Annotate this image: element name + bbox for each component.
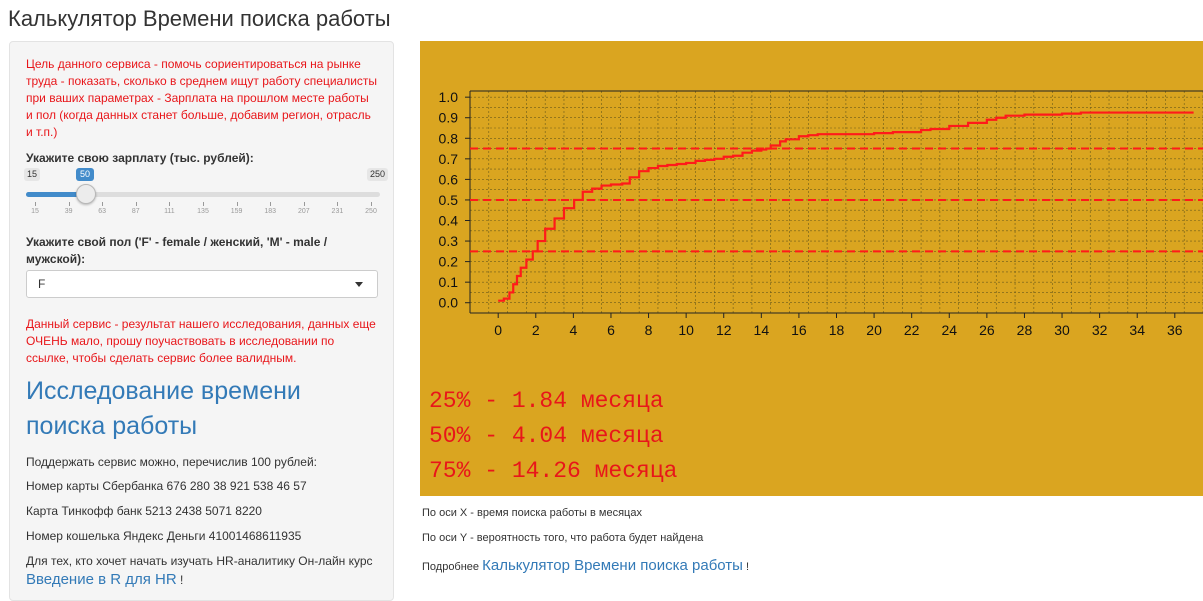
survival-chart: 0.00.10.20.30.40.50.60.70.80.91.00 2 4 6 8 10… <box>439 89 1203 338</box>
slider-tick-label: 15 <box>31 208 39 215</box>
course-suffix: ! <box>180 573 184 587</box>
support-text: Поддержать сервис можно, перечислив 100 … <box>26 455 318 469</box>
x-tick-label: 2 <box>532 322 540 338</box>
slider-min-label: 15 <box>24 168 41 181</box>
result-50: 50% - 4.04 месяца <box>429 423 664 449</box>
x-tick-label: 36 <box>1167 322 1183 338</box>
research-notice: Данный сервис - результат нашего исследо… <box>26 317 376 365</box>
y-tick-label: 0.8 <box>439 130 459 146</box>
research-heading-link[interactable]: Исследование времени поиска работы <box>26 377 301 440</box>
y-tick-label: 0.6 <box>439 171 459 187</box>
slider-tick-mark <box>236 202 238 206</box>
slider-tick-label: 135 <box>197 208 209 215</box>
slider-tick-label: 39 <box>64 208 73 215</box>
y-tick-label: 0.2 <box>439 254 459 270</box>
slider-tick-mark <box>270 202 272 206</box>
x-tick-label: 32 <box>1092 322 1108 338</box>
slider-tick-mark <box>203 202 204 206</box>
gender-label: Укажите свой пол ('F' - female / женский… <box>26 235 328 266</box>
results-panel: 0.0 0.1 0.2 0.3 0.4 0.5 0.6 0.7 0.8 0.9 1.0 0 2 4 6 8 10… <box>420 41 1203 496</box>
slider-tick-mark <box>337 202 339 206</box>
salary-label: Укажите свою зарплату (тыс. рублей): <box>26 151 254 165</box>
result-25: 25% - 1.84 месяца <box>429 388 664 414</box>
y-axis-caption: По оси Y - вероятность того, что работа … <box>422 532 704 544</box>
slider-tick-mark <box>102 202 104 206</box>
sidebar-panel: Цель данного сервиса - помочь сориентиро… <box>9 41 394 601</box>
x-tick-label: 22 <box>904 322 920 338</box>
x-tick-label: 10 <box>678 322 694 338</box>
slider-tick-label: 87 <box>131 208 140 215</box>
more-link[interactable]: Калькулятор Времени поиска работы <box>482 557 743 574</box>
caret-down-icon <box>355 282 363 287</box>
slider-value-label: 50 <box>76 168 95 181</box>
y-tick-label: 0.0 <box>439 295 459 311</box>
y-tick-label: 1.0 <box>439 89 459 105</box>
x-tick-label: 14 <box>754 322 770 338</box>
slider-tick-label: 111 <box>164 208 175 215</box>
course-text: Для тех, кто хочет начать изучать HR-ана… <box>26 554 373 568</box>
more-line: Подробнее Калькулятор Времени поиска раб… <box>422 557 749 574</box>
gender-select[interactable]: F <box>26 270 378 298</box>
slider-tick-label: 207 <box>297 208 310 215</box>
x-tick-label: 20 <box>866 322 882 338</box>
x-tick-label: 8 <box>645 322 653 338</box>
yandex-wallet: Номер кошелька Яндекс Деньги 41001468611… <box>26 529 302 543</box>
x-tick-label: 0 <box>494 322 502 338</box>
result-75: 75% - 14.26 месяца <box>429 458 678 484</box>
slider-fill <box>26 192 86 197</box>
x-tick-label: 24 <box>941 322 957 338</box>
x-tick-label: 30 <box>1054 322 1070 338</box>
more-prefix: Подробнее <box>422 561 480 573</box>
x-tick-label: 12 <box>716 322 732 338</box>
y-tick-label: 0.3 <box>439 233 459 249</box>
x-tick-label: 18 <box>829 322 845 338</box>
x-tick-label: 28 <box>1017 322 1033 338</box>
x-tick-label: 4 <box>569 322 577 338</box>
slider-max-label: 250 <box>366 168 388 181</box>
slider-tick-mark <box>303 202 305 206</box>
slider-tick-label: 183 <box>264 208 277 215</box>
slider-tick-label: 231 <box>331 208 344 215</box>
salary-slider[interactable]: 15 250 50 15 39 63 87 111 135 159 183 207 231 250 <box>24 168 388 218</box>
slider-tick-mark <box>371 202 372 206</box>
more-suffix: ! <box>746 561 750 573</box>
y-tick-label: 0.4 <box>439 213 459 229</box>
slider-tick-label: 63 <box>98 208 107 215</box>
y-tick-label: 0.7 <box>439 151 459 167</box>
slider-tick-mark <box>68 202 70 206</box>
slider-tick-mark <box>169 202 171 206</box>
series-line <box>498 111 1194 302</box>
slider-tick-label: 159 <box>230 208 243 215</box>
x-tick-label: 26 <box>979 322 995 338</box>
y-tick-label: 0.1 <box>439 274 459 290</box>
x-tick-label: 16 <box>791 322 807 338</box>
intro-text: Цель данного сервиса - помочь сориентиро… <box>26 57 378 139</box>
y-tick-label: 0.9 <box>439 110 459 126</box>
course-link[interactable]: Введение в R для HR <box>26 571 177 588</box>
tinkoff-card: Карта Тинкофф банк 5213 2438 5071 8220 <box>26 504 262 518</box>
page-title: Калькулятор Времени поиска работы <box>8 6 391 31</box>
x-axis-caption: По оси X - время поиска работы в месяцах <box>422 507 642 519</box>
slider-handle[interactable] <box>76 184 97 204</box>
slider-tick-label: 250 <box>365 208 377 215</box>
x-tick-label: 6 <box>607 322 615 338</box>
gender-select-value: F <box>38 277 46 291</box>
slider-track[interactable] <box>26 192 380 197</box>
slider-tick-mark <box>35 202 36 206</box>
x-tick-label: 34 <box>1129 322 1145 338</box>
y-tick-label: 0.5 <box>439 192 459 208</box>
sberbank-card: Номер карты Сбербанка 676 280 38 921 538… <box>26 479 307 493</box>
slider-tick-mark <box>135 202 137 206</box>
